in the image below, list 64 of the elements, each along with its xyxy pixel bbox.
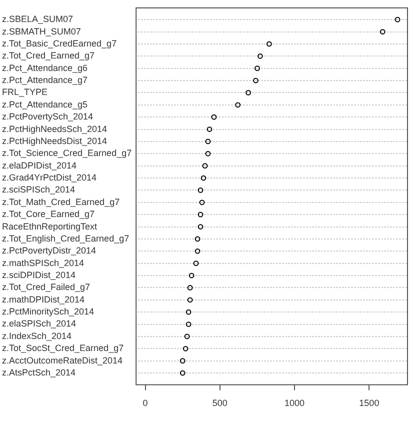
y-tick-label: z.elaDPIDist_2014 [2,160,77,170]
y-tick-label: z.Pct_Attendance_g6 [2,62,88,73]
point [194,248,200,254]
point [193,260,199,266]
point [266,41,272,47]
y-tick-label: z.IndexSch_2014 [2,330,72,341]
point [198,188,204,193]
y-tick-label: z.Tot_Basic_CredEarned_g7 [2,38,117,48]
y-tick-label: z.Tot_SocSt_Cred_Earned_g7 [2,343,124,354]
point [200,175,206,181]
y-tick-label: z.Tot_Cred_Failed_g7 [2,282,90,292]
point [380,29,386,34]
point [205,138,211,144]
y-tick-label: RaceEthnReportingText [2,221,98,232]
point [394,16,400,22]
y-tick-label: z.Pct_Attendance_g7 [2,75,88,86]
y-tick-label: z.sciSPISch_2014 [2,184,76,195]
y-tick-label: z.SBMATH_SUM07 [2,26,81,36]
point [211,114,217,120]
x-tick-label: 0 [142,398,148,408]
point [202,163,208,169]
y-tick-label: z.Tot_Science_Cred_Earned_g7 [2,148,132,158]
y-tick-label: z.sciDPIDist_2014 [2,270,76,280]
point [180,370,186,376]
y-tick-label: z.AcctOutcomeRateDist_2014 [2,355,123,366]
point [198,224,204,230]
point [198,212,204,218]
y-tick-label: z.mathDPIDist_2014 [2,294,85,304]
point [235,102,241,108]
y-tick-label: z.mathSPISch_2014 [2,258,84,268]
y-tick-label: z.Tot_Cred_Earned_g7 [2,50,95,61]
point [206,126,212,132]
y-tick-label: z.PctMinoritySch_2014 [2,306,94,317]
point [184,334,190,340]
point [199,200,205,206]
point [187,285,193,290]
point [187,297,193,303]
point [246,90,251,96]
point [194,236,200,242]
y-tick-label: FRL_TYPE [2,87,48,98]
point [186,309,192,315]
y-tick-label: z.elaSPISch_2014 [2,318,76,329]
y-tick-label: z.PctPovertyDistr_2014 [2,246,96,256]
y-tick-label: z.PctPovertySch_2014 [2,112,94,122]
y-tick-label: z.Tot_English_Cred_Earned_g7 [2,233,130,244]
y-tick-label: z.PctHighNeedsSch_2014 [2,124,108,134]
y-tick-label: z.Tot_Math_Cred_Earned_g7 [2,196,120,207]
point [182,346,188,352]
point [253,78,258,84]
x-tick-label: 1500 [359,398,380,408]
x-tick-label: 1000 [284,398,305,408]
y-tick-label: z.Pct_Attendance_g5 [2,99,88,110]
point [258,53,263,59]
point [180,358,186,364]
y-tick-label: z.Tot_Core_Earned_g7 [2,209,95,220]
y-tick-label: z.Grad4YrPctDist_2014 [2,172,97,183]
point [205,150,211,156]
y-tick-label: z.PctHighNeedsDist_2014 [2,136,108,146]
x-tick-label: 500 [212,398,228,408]
y-tick-label: z.SBELA_SUM07 [2,14,74,24]
point [188,272,194,278]
y-tick-label: z.AtsPctSch_2014 [2,367,76,378]
point [186,322,192,327]
point [254,66,260,72]
